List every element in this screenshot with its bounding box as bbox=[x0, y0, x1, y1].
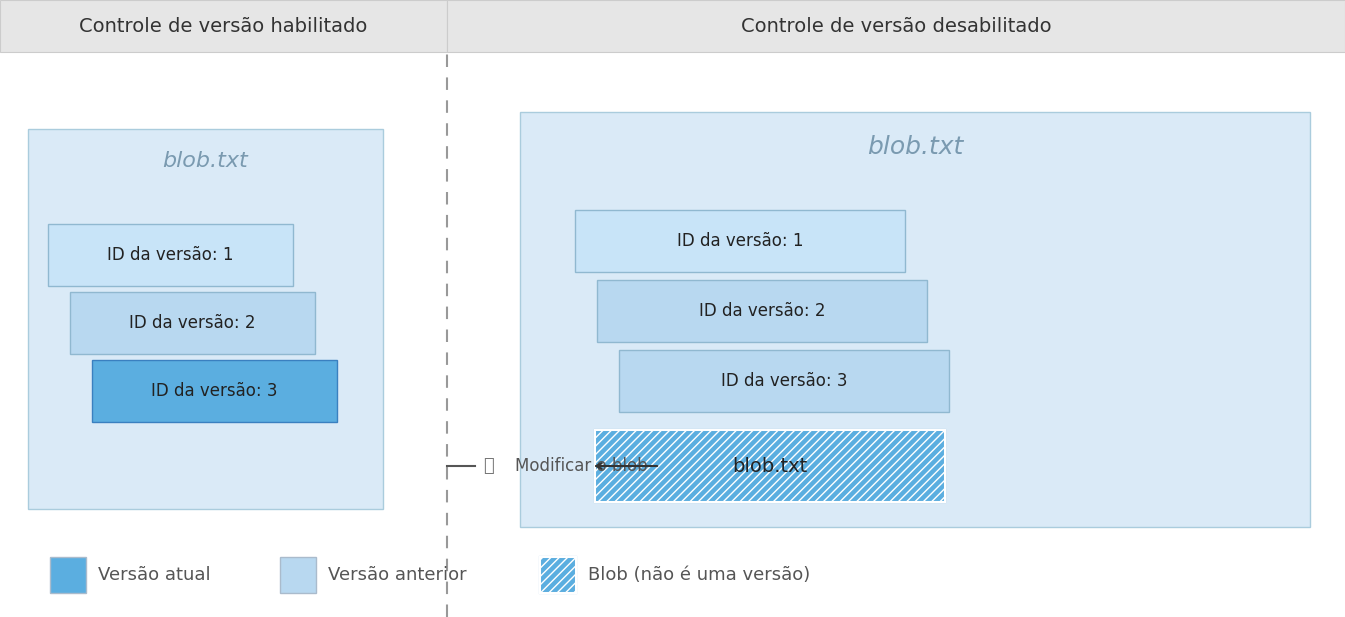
Text: blob.txt: blob.txt bbox=[733, 457, 807, 476]
Bar bbox=[521, 112, 1310, 527]
Text: ID da versão: 2: ID da versão: 2 bbox=[699, 302, 826, 320]
Text: ID da versão: 2: ID da versão: 2 bbox=[129, 314, 256, 332]
Bar bbox=[48, 224, 293, 286]
Bar bbox=[597, 280, 927, 342]
Bar bbox=[539, 557, 576, 593]
Bar bbox=[619, 350, 950, 412]
Bar bbox=[594, 430, 946, 502]
Bar bbox=[91, 360, 338, 422]
Text: Versão atual: Versão atual bbox=[98, 566, 211, 584]
Text: 🔧: 🔧 bbox=[483, 457, 494, 475]
Bar bbox=[594, 430, 946, 502]
Bar bbox=[28, 129, 383, 509]
Text: ID da versão: 1: ID da versão: 1 bbox=[677, 232, 803, 250]
Text: blob.txt: blob.txt bbox=[868, 135, 963, 159]
Bar bbox=[0, 0, 447, 52]
Bar bbox=[50, 557, 86, 593]
Text: Blob (não é uma versão): Blob (não é uma versão) bbox=[588, 566, 810, 584]
Text: Controle de versão desabilitado: Controle de versão desabilitado bbox=[741, 17, 1052, 36]
Text: blob.txt: blob.txt bbox=[163, 151, 249, 171]
Bar bbox=[70, 292, 315, 354]
Text: ID da versão: 1: ID da versão: 1 bbox=[108, 246, 234, 264]
Bar bbox=[447, 0, 1345, 52]
Text: ID da versão: 3: ID da versão: 3 bbox=[721, 372, 847, 390]
Text: Controle de versão habilitado: Controle de versão habilitado bbox=[79, 17, 367, 36]
Text: ID da versão: 3: ID da versão: 3 bbox=[151, 382, 278, 400]
Bar bbox=[280, 557, 316, 593]
Text: Versão anterior: Versão anterior bbox=[328, 566, 467, 584]
Text: Modificar o blob: Modificar o blob bbox=[515, 457, 648, 475]
Bar bbox=[576, 210, 905, 272]
Bar bbox=[539, 557, 576, 593]
